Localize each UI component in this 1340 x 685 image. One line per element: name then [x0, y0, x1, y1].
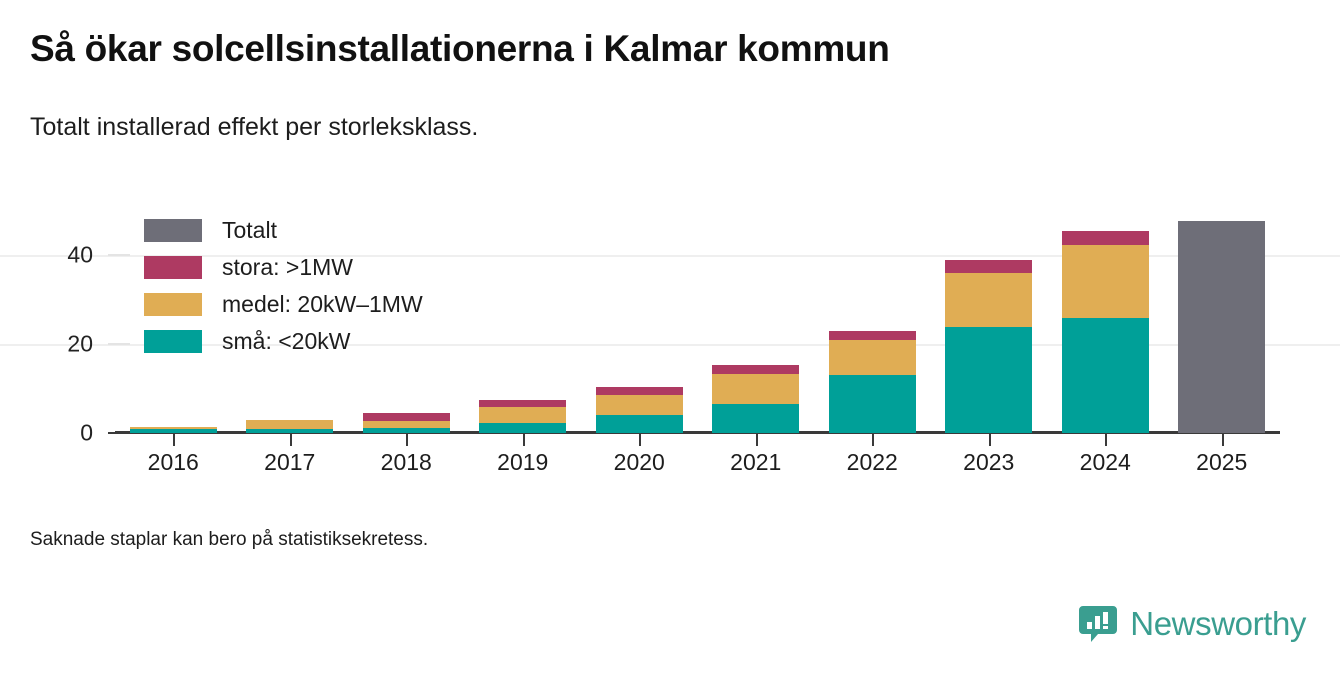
x-axis-tick-label: 2023 [963, 449, 1015, 475]
bar-group[interactable] [246, 420, 334, 433]
x-axis-tick-label: 2024 [1079, 449, 1131, 475]
bar-segment-medel[interactable] [362, 421, 450, 429]
bar-group[interactable] [595, 387, 683, 433]
bar-segment-medel[interactable] [945, 273, 1033, 328]
bar-segment-sma[interactable] [712, 403, 800, 433]
bar-segment-stora[interactable] [945, 260, 1033, 274]
x-tick-mark [406, 434, 409, 446]
bar-segment-medel[interactable] [479, 406, 567, 423]
y-tick-mark [108, 343, 130, 345]
bar-segment-sma[interactable] [129, 429, 217, 433]
bar-segment-sma[interactable] [362, 428, 450, 433]
bar-group[interactable] [828, 330, 916, 433]
bar-segment-medel[interactable] [595, 395, 683, 415]
newsworthy-logo[interactable]: Newsworthy [1078, 604, 1306, 644]
bar-segment-stora[interactable] [1061, 230, 1149, 246]
x-tick-mark [988, 434, 991, 446]
bar-group[interactable] [1061, 230, 1149, 433]
bar-segment-stora[interactable] [362, 412, 450, 422]
gridline [0, 344, 1340, 346]
bar-segment-medel[interactable] [246, 420, 334, 429]
x-axis-tick-label: 2025 [1196, 449, 1248, 475]
x-axis-baseline [115, 431, 1280, 434]
y-tick-mark [108, 254, 130, 256]
legend: Totalt stora: >1MW medel: 20kW–1MW små: <20… [144, 212, 423, 360]
bar-segment-medel[interactable] [129, 427, 217, 430]
x-axis-tick-label: 2016 [147, 449, 199, 475]
legend-item-label: Totalt [222, 217, 277, 243]
bar-segment-medel[interactable] [828, 340, 916, 375]
x-tick-mark [522, 434, 525, 446]
bar-chart-bubble-icon [1078, 604, 1118, 644]
bar-segment-totalt[interactable] [1178, 221, 1266, 433]
page-subtitle: Totalt installerad effekt per storlekskl… [30, 113, 479, 141]
chart-canvas [0, 190, 1340, 500]
bar-segment-medel[interactable] [712, 374, 800, 404]
logo-wordmark: Newsworthy [1130, 605, 1306, 642]
x-tick-mark [289, 434, 292, 446]
x-tick-mark [755, 434, 758, 446]
bar-group[interactable] [945, 260, 1033, 433]
bar-segment-sma[interactable] [1061, 318, 1149, 433]
legend-item[interactable]: Totalt [144, 212, 423, 249]
legend-item[interactable]: stora: >1MW [144, 249, 423, 286]
bar-series-container [115, 190, 1280, 433]
legend-item[interactable]: medel: 20kW–1MW [144, 286, 423, 323]
x-axis-tick-label: 2019 [497, 449, 549, 475]
footnote: Saknade staplar kan bero på statistiksek… [30, 529, 429, 550]
x-axis-tick-label: 2022 [846, 449, 898, 475]
page-title: Så ökar solcellsinstallationerna i Kalma… [30, 28, 890, 69]
bar-segment-stora[interactable] [712, 365, 800, 375]
y-axis-tick-label: 0 [80, 419, 93, 446]
bar-segment-sma[interactable] [828, 374, 916, 433]
x-tick-mark [173, 434, 176, 446]
legend-item-label: stora: >1MW [222, 254, 354, 280]
legend-swatch [144, 256, 202, 279]
legend-item-label: små: <20kW [222, 328, 351, 354]
legend-swatch [144, 330, 202, 353]
legend-swatch [144, 219, 202, 242]
bar-group[interactable] [129, 427, 217, 433]
x-axis-tick-label: 2021 [730, 449, 782, 475]
bar-segment-sma[interactable] [595, 414, 683, 433]
bar-segment-sma[interactable] [945, 327, 1033, 433]
bar-segment-sma[interactable] [246, 428, 334, 433]
y-axis-tick-label: 20 [67, 330, 93, 357]
legend-swatch [144, 293, 202, 316]
bar-group[interactable] [1178, 221, 1266, 433]
x-axis-tick-label: 2017 [264, 449, 316, 475]
legend-item-label: medel: 20kW–1MW [222, 291, 423, 317]
bar-group[interactable] [362, 412, 450, 433]
x-axis-tick-label: 2018 [380, 449, 432, 475]
bar-segment-sma[interactable] [479, 422, 567, 433]
bar-group[interactable] [479, 400, 567, 433]
gridline [0, 255, 1340, 257]
x-tick-mark [639, 434, 642, 446]
x-axis-tick-label: 2020 [613, 449, 665, 475]
bar-group[interactable] [712, 365, 800, 433]
x-tick-mark [1221, 434, 1224, 446]
legend-item[interactable]: små: <20kW [144, 323, 423, 360]
bar-segment-medel[interactable] [1061, 245, 1149, 319]
bar-segment-stora[interactable] [828, 330, 916, 341]
bar-segment-stora[interactable] [479, 400, 567, 407]
x-tick-mark [1105, 434, 1108, 446]
bar-segment-stora[interactable] [595, 387, 683, 396]
x-tick-mark [872, 434, 875, 446]
y-axis-tick-label: 40 [67, 241, 93, 268]
